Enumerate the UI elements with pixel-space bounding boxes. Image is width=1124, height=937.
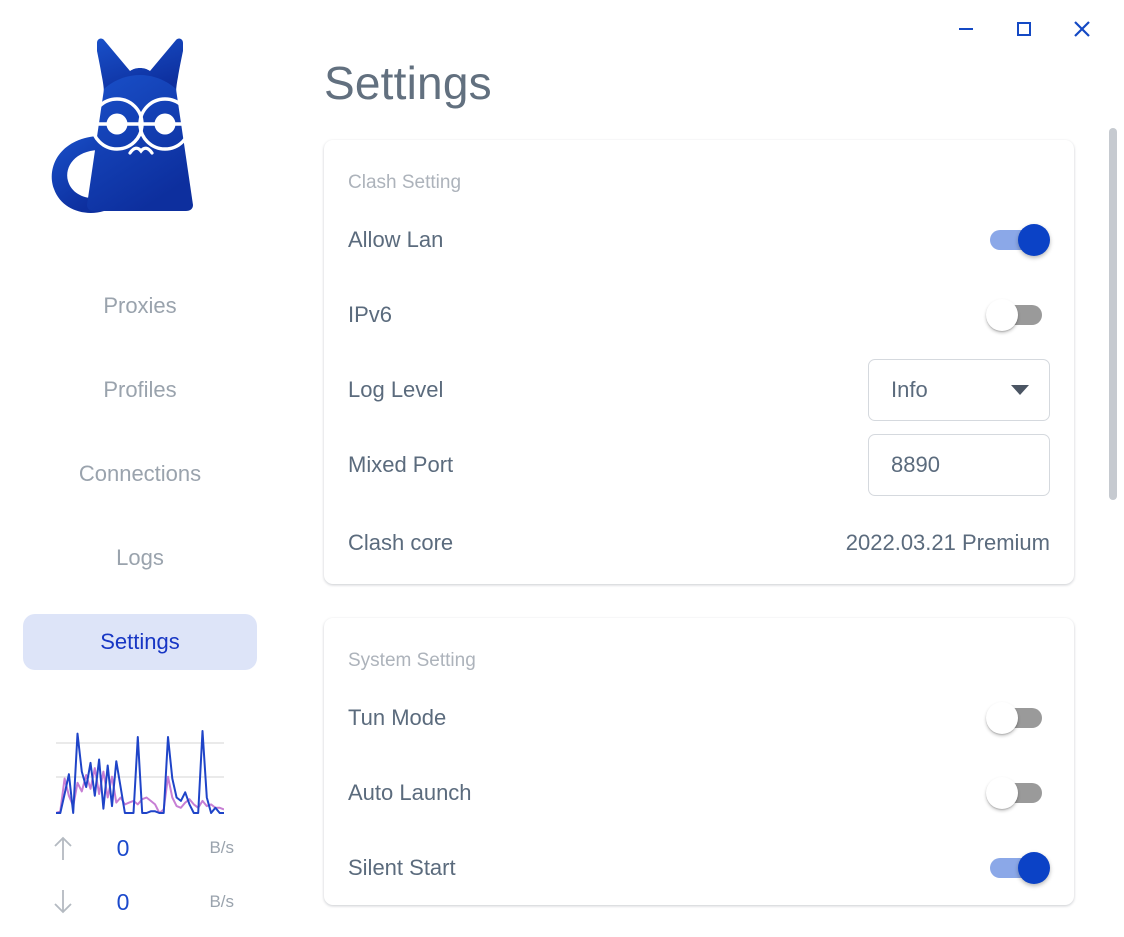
auto-launch-toggle[interactable]: [986, 774, 1050, 812]
toggle-thumb: [1018, 851, 1050, 884]
toggle-thumb: [986, 701, 1018, 734]
upload-speed-unit: B/s: [209, 838, 234, 857]
sidebar-item-label: Profiles: [103, 377, 177, 402]
sidebar-item-connections[interactable]: Connections: [23, 446, 257, 502]
close-icon: [1074, 21, 1090, 37]
allow-lan-toggle[interactable]: [986, 221, 1050, 259]
settings-page: Settings Clash Setting Allow Lan IPv6 Lo…: [280, 0, 1124, 937]
sidebar-item-label: Connections: [78, 461, 202, 486]
sidebar-item-proxies[interactable]: Proxies: [23, 278, 257, 334]
mixed-port-input[interactable]: [891, 451, 1027, 478]
minimize-button[interactable]: [946, 12, 986, 46]
traffic-chart: [56, 725, 224, 821]
setting-label: Clash core: [348, 530, 454, 555]
setting-label: Mixed Port: [348, 451, 454, 477]
download-stat-row: 0 B/s: [40, 875, 240, 929]
maximize-button[interactable]: [1004, 12, 1044, 46]
sidebar: Proxies Profiles Connections Logs Settin…: [0, 0, 280, 937]
setting-label: Allow Lan: [348, 226, 444, 252]
scrollbar-thumb[interactable]: [1109, 128, 1117, 500]
card-title: System Setting: [348, 650, 476, 671]
sidebar-item-logs[interactable]: Logs: [23, 530, 257, 586]
arrow-down-icon: [46, 888, 80, 916]
setting-row-tun-mode: Tun Mode: [348, 680, 1050, 755]
setting-label: Tun Mode: [348, 704, 447, 730]
toggle-thumb: [986, 776, 1018, 809]
maximize-icon: [1017, 22, 1031, 36]
upload-speed-value: 0: [116, 834, 130, 861]
ipv6-toggle[interactable]: [986, 296, 1050, 334]
tun-mode-toggle[interactable]: [986, 699, 1050, 737]
log-level-value: Info: [891, 376, 928, 402]
setting-label: Auto Launch: [348, 779, 472, 805]
page-title: Settings: [324, 57, 492, 109]
log-level-select[interactable]: Info: [868, 358, 1050, 421]
traffic-sparkline-svg: [56, 730, 224, 814]
sidebar-item-label: Settings: [100, 629, 180, 654]
clash-setting-card: Clash Setting Allow Lan IPv6 Log Level: [324, 140, 1074, 584]
setting-row-allow-lan: Allow Lan: [348, 202, 1050, 277]
toggle-thumb: [1018, 223, 1050, 256]
card-title: Clash Setting: [348, 172, 462, 193]
mixed-port-field[interactable]: [868, 433, 1050, 496]
setting-label: Log Level: [348, 376, 444, 402]
upload-stat-row: 0 B/s: [40, 821, 240, 875]
setting-row-auto-launch: Auto Launch: [348, 755, 1050, 830]
window-titlebar: [894, 0, 1124, 58]
system-setting-card: System Setting Tun Mode Auto Launch Sile…: [324, 618, 1074, 905]
clash-core-version: 2022.03.21 Premium: [845, 530, 1050, 555]
download-speed-value: 0: [116, 888, 130, 915]
chevron-down-icon: [1011, 384, 1029, 395]
sidebar-item-profiles[interactable]: Profiles: [23, 362, 257, 418]
sidebar-item-settings[interactable]: Settings: [23, 614, 257, 670]
minimize-icon: [959, 28, 973, 30]
setting-row-ipv6: IPv6: [348, 277, 1050, 352]
setting-row-silent-start: Silent Start: [348, 830, 1050, 905]
setting-label: IPv6: [348, 301, 393, 327]
silent-start-toggle[interactable]: [986, 849, 1050, 887]
setting-row-log-level: Log Level Info: [348, 352, 1050, 427]
setting-label: Silent Start: [348, 854, 456, 880]
download-speed-unit: B/s: [209, 892, 234, 911]
app-logo: [35, 16, 245, 230]
arrow-up-icon: [46, 834, 80, 862]
close-button[interactable]: [1062, 12, 1102, 46]
sidebar-item-label: Logs: [116, 545, 164, 570]
traffic-widget: 0 B/s 0 B/s: [0, 725, 280, 929]
setting-row-mixed-port: Mixed Port: [348, 427, 1050, 502]
sidebar-item-label: Proxies: [103, 293, 177, 318]
sidebar-nav: Proxies Profiles Connections Logs Settin…: [0, 278, 280, 670]
setting-row-clash-core: Clash core 2022.03.21 Premium: [348, 502, 1050, 584]
vertical-scrollbar[interactable]: [1108, 0, 1118, 937]
toggle-thumb: [986, 298, 1018, 331]
clash-cat-logo-icon: [51, 38, 195, 213]
